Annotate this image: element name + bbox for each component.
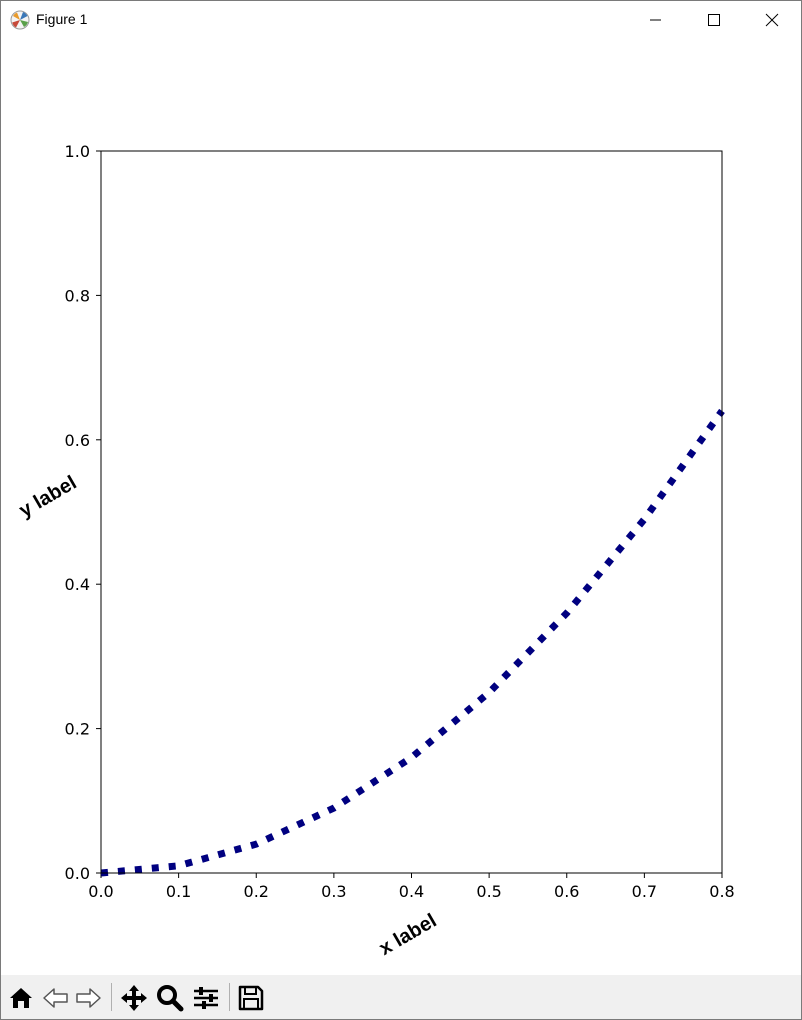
x-tick-label: 0.0 (88, 882, 113, 901)
maximize-icon (708, 14, 720, 26)
window-title: Figure 1 (36, 11, 88, 27)
forward-arrow-icon[interactable] (73, 983, 103, 1013)
y-tick-label: 0.0 (65, 864, 90, 883)
plot-area-frame (100, 150, 723, 874)
toolbar-separator (111, 983, 112, 1011)
x-tick-label: 0.7 (632, 882, 657, 901)
y-axis-ticks: 0.0 0.2 0.4 0.6 0.8 1.0 (65, 142, 101, 883)
y-tick-label: 0.6 (65, 431, 90, 450)
x-tick-label: 0.4 (399, 882, 424, 901)
y-tick-label: 0.2 (65, 720, 90, 739)
matplotlib-figure-icon (10, 10, 30, 30)
y-tick-label: 0.8 (65, 286, 90, 305)
configure-subplots-icon[interactable] (191, 983, 221, 1013)
y-tick-label: 0.4 (65, 575, 90, 594)
y-axis-label: y label (16, 472, 81, 522)
data-series-line (100, 408, 725, 877)
x-tick-label: 0.2 (244, 882, 269, 901)
pan-icon[interactable] (119, 983, 149, 1013)
save-icon[interactable] (236, 983, 266, 1013)
x-axis-label: x label (376, 910, 441, 960)
x-axis-ticks: 0.0 0.1 0.2 0.3 0.4 0.5 0.6 0.7 0.8 (88, 873, 735, 901)
back-arrow-icon[interactable] (41, 983, 71, 1013)
minimize-icon (650, 19, 661, 21)
x-tick-label: 0.3 (321, 882, 346, 901)
maximize-button[interactable] (685, 1, 743, 38)
x-tick-label: 0.6 (554, 882, 579, 901)
figure-canvas[interactable]: 0.0 0.1 0.2 0.3 0.4 0.5 0.6 0.7 0.8 0.0 0.2 0.4 0.6… (1, 38, 801, 975)
navigation-toolbar (1, 975, 801, 1019)
y-tick-label: 1.0 (65, 142, 90, 161)
x-tick-label: 0.8 (709, 882, 734, 901)
close-button[interactable] (743, 1, 801, 38)
zoom-icon[interactable] (155, 983, 185, 1013)
x-tick-label: 0.5 (476, 882, 501, 901)
toolbar-separator (229, 983, 230, 1011)
close-icon (765, 13, 779, 27)
x-tick-label: 0.1 (166, 882, 191, 901)
title-bar[interactable]: Figure 1 (1, 1, 801, 38)
line-chart: 0.0 0.1 0.2 0.3 0.4 0.5 0.6 0.7 0.8 0.0 0.2 0.4 0.6… (16, 142, 735, 960)
home-icon[interactable] (6, 983, 36, 1013)
minimize-button[interactable] (627, 1, 685, 38)
